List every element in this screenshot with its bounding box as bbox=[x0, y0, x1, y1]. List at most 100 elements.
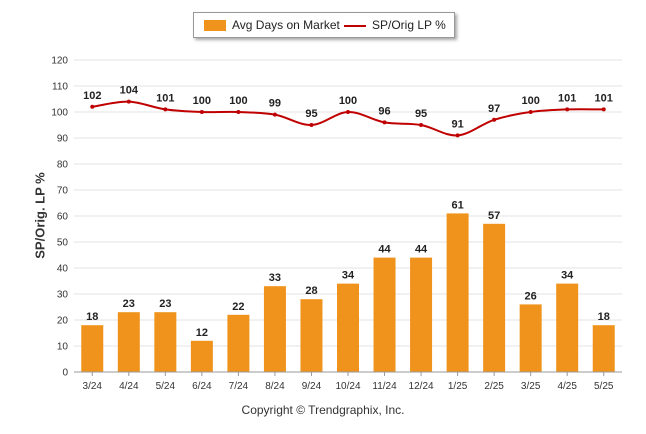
line-points bbox=[90, 99, 606, 138]
y-tick-label: 80 bbox=[57, 160, 69, 171]
bar-value-label: 18 bbox=[86, 311, 98, 323]
line-value-label: 97 bbox=[488, 103, 500, 115]
bar bbox=[154, 312, 177, 372]
x-tick-label: 4/25 bbox=[557, 381, 577, 392]
line-value-label: 96 bbox=[378, 105, 390, 117]
line-point bbox=[565, 107, 570, 112]
bar bbox=[337, 283, 359, 372]
line-point bbox=[346, 110, 350, 114]
bar-value-label: 33 bbox=[269, 272, 281, 284]
line-point bbox=[419, 123, 424, 127]
legend-bar-label: Avg Days on Market bbox=[232, 18, 340, 32]
x-tick-label: 10/24 bbox=[335, 381, 360, 392]
bar-value-label: 12 bbox=[196, 327, 208, 339]
bar-value-label: 23 bbox=[159, 298, 171, 310]
legend-line-swatch bbox=[344, 25, 366, 27]
bar-value-label: 61 bbox=[451, 199, 463, 211]
bar-value-label: 57 bbox=[488, 210, 500, 222]
y-tick-label: 0 bbox=[62, 368, 68, 379]
x-tick-label: 8/24 bbox=[265, 381, 285, 392]
bar-value-label: 28 bbox=[305, 285, 317, 297]
line-point bbox=[601, 107, 606, 112]
x-tick-label: 11/24 bbox=[372, 381, 397, 392]
line-point bbox=[199, 110, 204, 114]
bar bbox=[373, 257, 396, 372]
line-point bbox=[163, 107, 168, 112]
line-value-label: 104 bbox=[120, 85, 139, 97]
line-data-labels: 102 104 101 100 100 99 95 100 96 95 91 97 100 101 101 bbox=[83, 85, 613, 131]
bar bbox=[263, 286, 286, 372]
x-tick-label: 6/24 bbox=[192, 381, 212, 392]
x-tick-label: 3/25 bbox=[521, 381, 541, 392]
legend-bar-swatch bbox=[204, 20, 226, 31]
bar bbox=[556, 283, 579, 372]
line-point bbox=[236, 110, 241, 114]
x-tick-label: 12/24 bbox=[409, 381, 434, 392]
bar-value-label: 18 bbox=[598, 311, 610, 323]
bar-value-label: 34 bbox=[342, 270, 355, 282]
bar bbox=[117, 312, 140, 372]
bar-value-label: 44 bbox=[378, 244, 391, 256]
y-tick-label: 110 bbox=[52, 82, 68, 93]
x-tick-label: 3/24 bbox=[83, 381, 103, 392]
line-value-label: 102 bbox=[83, 90, 101, 102]
bar bbox=[410, 257, 433, 372]
y-axis-label: SP/Orig. LP % bbox=[32, 172, 48, 259]
x-tick-label: 5/24 bbox=[156, 381, 176, 392]
line-value-label: 101 bbox=[558, 92, 576, 104]
bar bbox=[446, 213, 469, 372]
copyright: Copyright © Trendgraphix, Inc. bbox=[241, 403, 405, 417]
line-value-label: 100 bbox=[339, 95, 357, 107]
x-tick-label: 2/25 bbox=[484, 381, 504, 392]
bar-series bbox=[81, 213, 615, 372]
bar bbox=[300, 299, 323, 372]
x-tick-label: 1/25 bbox=[448, 381, 468, 392]
x-tick-label: 5/25 bbox=[594, 381, 614, 392]
y-tick-label: 90 bbox=[57, 134, 69, 145]
bar-value-label: 34 bbox=[561, 270, 574, 282]
y-tick-label: 60 bbox=[57, 212, 69, 223]
line-value-label: 100 bbox=[229, 95, 247, 107]
bar bbox=[227, 314, 250, 372]
line-value-label: 101 bbox=[156, 92, 174, 104]
line-value-label: 100 bbox=[193, 95, 211, 107]
line-point bbox=[126, 99, 131, 104]
line-point bbox=[492, 117, 497, 122]
bar bbox=[592, 325, 615, 372]
bar-data-labels: 18 23 23 12 22 33 28 34 44 44 61 57 26 34 18 bbox=[86, 199, 610, 338]
legend-line-label: SP/Orig LP % bbox=[372, 18, 446, 32]
line-point bbox=[528, 110, 533, 114]
bar bbox=[483, 223, 506, 372]
y-tick-label: 120 bbox=[51, 56, 68, 67]
bar-value-label: 26 bbox=[525, 290, 537, 302]
line-value-label: 99 bbox=[269, 98, 281, 110]
y-axis-ticks: 0 10 20 30 40 50 60 70 80 90 100 110 120 bbox=[51, 56, 68, 379]
line-point bbox=[382, 120, 387, 125]
bar-value-label: 44 bbox=[415, 244, 428, 256]
line-point bbox=[455, 133, 460, 138]
y-tick-label: 100 bbox=[51, 108, 68, 119]
y-tick-label: 10 bbox=[57, 342, 69, 353]
x-tick-label: 9/24 bbox=[302, 381, 322, 392]
line-value-label: 100 bbox=[521, 95, 539, 107]
y-tick-label: 20 bbox=[57, 316, 69, 327]
x-tick-label: 4/24 bbox=[119, 381, 139, 392]
bar-value-label: 22 bbox=[232, 301, 244, 313]
line-value-label: 91 bbox=[451, 118, 463, 130]
bar bbox=[190, 340, 213, 372]
y-tick-label: 70 bbox=[57, 186, 69, 197]
bar bbox=[81, 325, 104, 372]
line-point bbox=[272, 112, 277, 117]
y-tick-label: 50 bbox=[57, 238, 69, 249]
bar bbox=[519, 304, 542, 372]
x-axis-ticks: 3/24 4/24 5/24 6/24 7/24 8/24 9/24 10/24 11/24 12… bbox=[83, 372, 614, 392]
bar-value-label: 23 bbox=[123, 298, 135, 310]
y-tick-label: 30 bbox=[57, 290, 69, 301]
y-tick-label: 40 bbox=[57, 264, 69, 275]
legend: Avg Days on Market SP/Orig LP % bbox=[193, 12, 455, 38]
line-value-label: 95 bbox=[305, 108, 317, 120]
x-tick-label: 7/24 bbox=[229, 381, 249, 392]
line-value-label: 95 bbox=[415, 108, 427, 120]
line-point bbox=[90, 104, 95, 109]
